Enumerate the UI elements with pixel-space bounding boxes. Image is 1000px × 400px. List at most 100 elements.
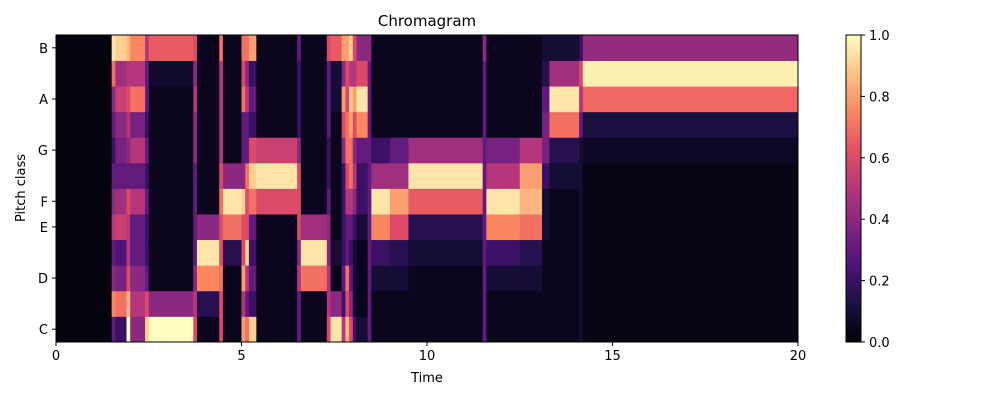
heatmap-cell	[115, 316, 127, 342]
heatmap-cell	[342, 265, 346, 291]
heatmap-cell	[112, 137, 116, 163]
heatmap-cell	[112, 240, 116, 266]
heatmap-cell	[390, 291, 409, 317]
y-tick-label: D	[38, 272, 48, 287]
heatmap-cell	[483, 291, 487, 317]
heatmap-cell	[145, 265, 149, 291]
heatmap-cell	[193, 35, 197, 61]
heatmap-cell	[256, 316, 297, 342]
heatmap-cell	[245, 35, 249, 61]
heatmap-cell	[583, 112, 799, 138]
heatmap-cell	[197, 240, 220, 266]
heatmap-cell	[483, 316, 487, 342]
heatmap-cell	[486, 189, 520, 215]
heatmap-cell	[145, 163, 149, 189]
heatmap-cell	[549, 291, 579, 317]
heatmap-cell	[115, 35, 127, 61]
heatmap-cell	[130, 240, 145, 266]
heatmap-cell	[579, 112, 583, 138]
heatmap-cell	[486, 61, 520, 87]
heatmap-cell	[245, 265, 249, 291]
heatmap-cell	[145, 86, 149, 112]
heatmap-cell	[112, 35, 116, 61]
heatmap-cell	[345, 214, 349, 240]
heatmap-cell	[130, 291, 145, 317]
heatmap-cell	[256, 61, 297, 87]
heatmap-cell	[249, 35, 257, 61]
heatmap-cell	[353, 265, 357, 291]
heatmap-cell	[353, 137, 357, 163]
heatmap-cell	[345, 86, 349, 112]
heatmap-cell	[223, 61, 242, 87]
heatmap-cell	[249, 61, 257, 87]
heatmap-cell	[549, 265, 579, 291]
heatmap-cell	[342, 112, 346, 138]
heatmap-cell	[56, 189, 112, 215]
heatmap-cell	[112, 163, 116, 189]
heatmap-cell	[242, 291, 246, 317]
colorbar-gradient	[846, 35, 861, 342]
heatmap-cell	[549, 35, 579, 61]
heatmap-cell	[193, 86, 197, 112]
heatmap-cell	[349, 214, 353, 240]
heatmap-cell	[583, 240, 799, 266]
heatmap-cell	[583, 189, 799, 215]
heatmap-cell	[149, 214, 194, 240]
heatmap-cell	[368, 112, 372, 138]
heatmap-cell	[327, 240, 331, 266]
heatmap-cell	[357, 86, 369, 112]
heatmap-cell	[249, 86, 257, 112]
heatmap-cell	[149, 137, 194, 163]
y-tick-label: A	[39, 93, 48, 108]
heatmap-cell	[371, 86, 390, 112]
heatmap-cell	[357, 189, 369, 215]
heatmap-cell	[486, 291, 520, 317]
heatmap-cell	[126, 137, 130, 163]
heatmap-cell	[331, 189, 343, 215]
heatmap-cell	[219, 137, 223, 163]
heatmap-cell	[368, 291, 372, 317]
heatmap-cell	[193, 291, 197, 317]
heatmap-cell	[297, 291, 301, 317]
heatmap-cell	[249, 214, 257, 240]
heatmap-cell	[483, 61, 487, 87]
heatmap-cell	[486, 265, 520, 291]
heatmap-cell	[345, 189, 349, 215]
heatmap-cell	[486, 214, 520, 240]
heatmap-cell	[371, 163, 390, 189]
colorbar: 0.0 0.2 0.4 0.6 0.8 1.0	[846, 29, 890, 351]
heatmap-cell	[301, 214, 327, 240]
heatmap-cell	[197, 291, 220, 317]
heatmap-cell	[56, 86, 112, 112]
heatmap-cell	[345, 137, 349, 163]
heatmap-cell	[219, 240, 223, 266]
heatmap-cell	[390, 163, 409, 189]
heatmap-cell	[520, 61, 543, 87]
heatmap-cell	[149, 163, 194, 189]
heatmap-cell	[408, 86, 483, 112]
heatmap-cell	[408, 189, 483, 215]
heatmap-cell	[301, 189, 327, 215]
heatmap-cell	[520, 86, 543, 112]
heatmap-cell	[112, 86, 116, 112]
heatmap-cell	[345, 316, 349, 342]
heatmap-cell	[145, 214, 149, 240]
heatmap-cell	[368, 61, 372, 87]
heatmap-cell	[327, 214, 331, 240]
heatmap-cell	[345, 112, 349, 138]
y-tick-label: C	[39, 323, 48, 338]
heatmap-cell	[353, 214, 357, 240]
heatmap-cell	[353, 240, 357, 266]
heatmap-cell	[408, 316, 483, 342]
heatmap-cell	[368, 163, 372, 189]
heatmap-cell	[579, 137, 583, 163]
heatmap-cell	[583, 61, 799, 87]
heatmap-cell	[349, 240, 353, 266]
heatmap-cell	[549, 163, 579, 189]
heatmap-cell	[193, 137, 197, 163]
heatmap-cell	[56, 137, 112, 163]
colorbar-tick-label: 0.0	[869, 336, 890, 351]
heatmap-cell	[390, 265, 409, 291]
heatmap-cell	[223, 316, 242, 342]
heatmap-cell	[149, 86, 194, 112]
